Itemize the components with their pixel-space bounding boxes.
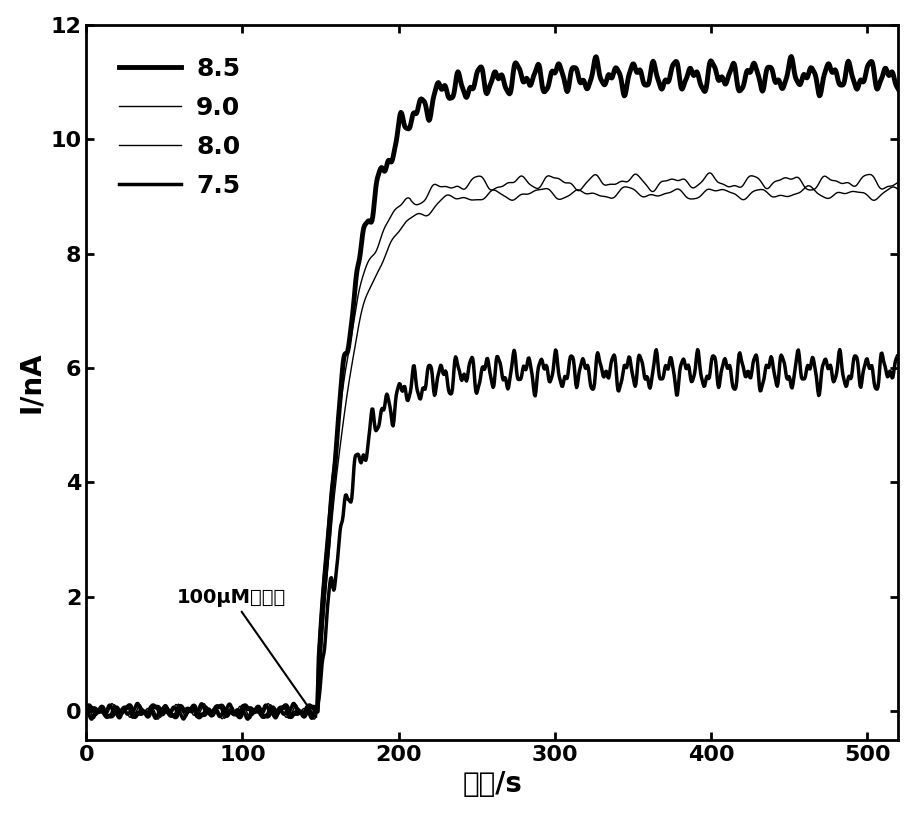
7.5 <box>316 668 327 678</box>
8.0 <box>561 192 572 202</box>
8.0 <box>316 645 327 654</box>
8.5 <box>650 64 661 74</box>
9.0 <box>169 709 180 719</box>
8.0 <box>611 190 622 200</box>
7.5 <box>894 354 905 363</box>
9.0 <box>81 700 92 710</box>
8.5 <box>561 86 572 95</box>
9.0 <box>561 178 572 187</box>
7.5 <box>561 374 572 384</box>
8.5 <box>81 707 92 716</box>
8.0 <box>308 714 319 724</box>
8.5 <box>894 86 905 95</box>
9.0 <box>316 593 327 603</box>
9.0 <box>611 179 622 189</box>
Y-axis label: I/nA: I/nA <box>16 351 45 413</box>
Line: 8.5: 8.5 <box>86 56 899 717</box>
8.5 <box>786 51 797 61</box>
9.0 <box>704 168 715 178</box>
Line: 8.0: 8.0 <box>86 186 899 719</box>
8.0 <box>480 192 491 201</box>
7.5 <box>480 358 491 368</box>
7.5 <box>650 347 661 357</box>
8.0 <box>894 186 905 196</box>
9.0 <box>650 185 661 195</box>
8.5 <box>480 88 491 98</box>
8.0 <box>650 191 661 200</box>
Text: 100μM谷氨酸: 100μM谷氨酸 <box>177 588 315 716</box>
7.5 <box>169 703 180 712</box>
Line: 7.5: 7.5 <box>86 350 899 719</box>
9.0 <box>219 713 230 723</box>
8.5 <box>169 711 180 721</box>
7.5 <box>611 369 622 379</box>
X-axis label: 时间/s: 时间/s <box>462 770 522 799</box>
Legend: 8.5, 9.0, 8.0, 7.5: 8.5, 9.0, 8.0, 7.5 <box>106 45 253 210</box>
9.0 <box>480 178 491 188</box>
8.0 <box>803 181 814 191</box>
8.5 <box>611 63 622 73</box>
8.0 <box>81 703 92 713</box>
9.0 <box>894 177 905 187</box>
7.5 <box>834 345 845 355</box>
8.5 <box>316 623 327 633</box>
Line: 9.0: 9.0 <box>86 173 899 718</box>
7.5 <box>242 714 253 724</box>
8.0 <box>169 702 180 711</box>
8.5 <box>194 712 205 722</box>
7.5 <box>81 707 92 716</box>
